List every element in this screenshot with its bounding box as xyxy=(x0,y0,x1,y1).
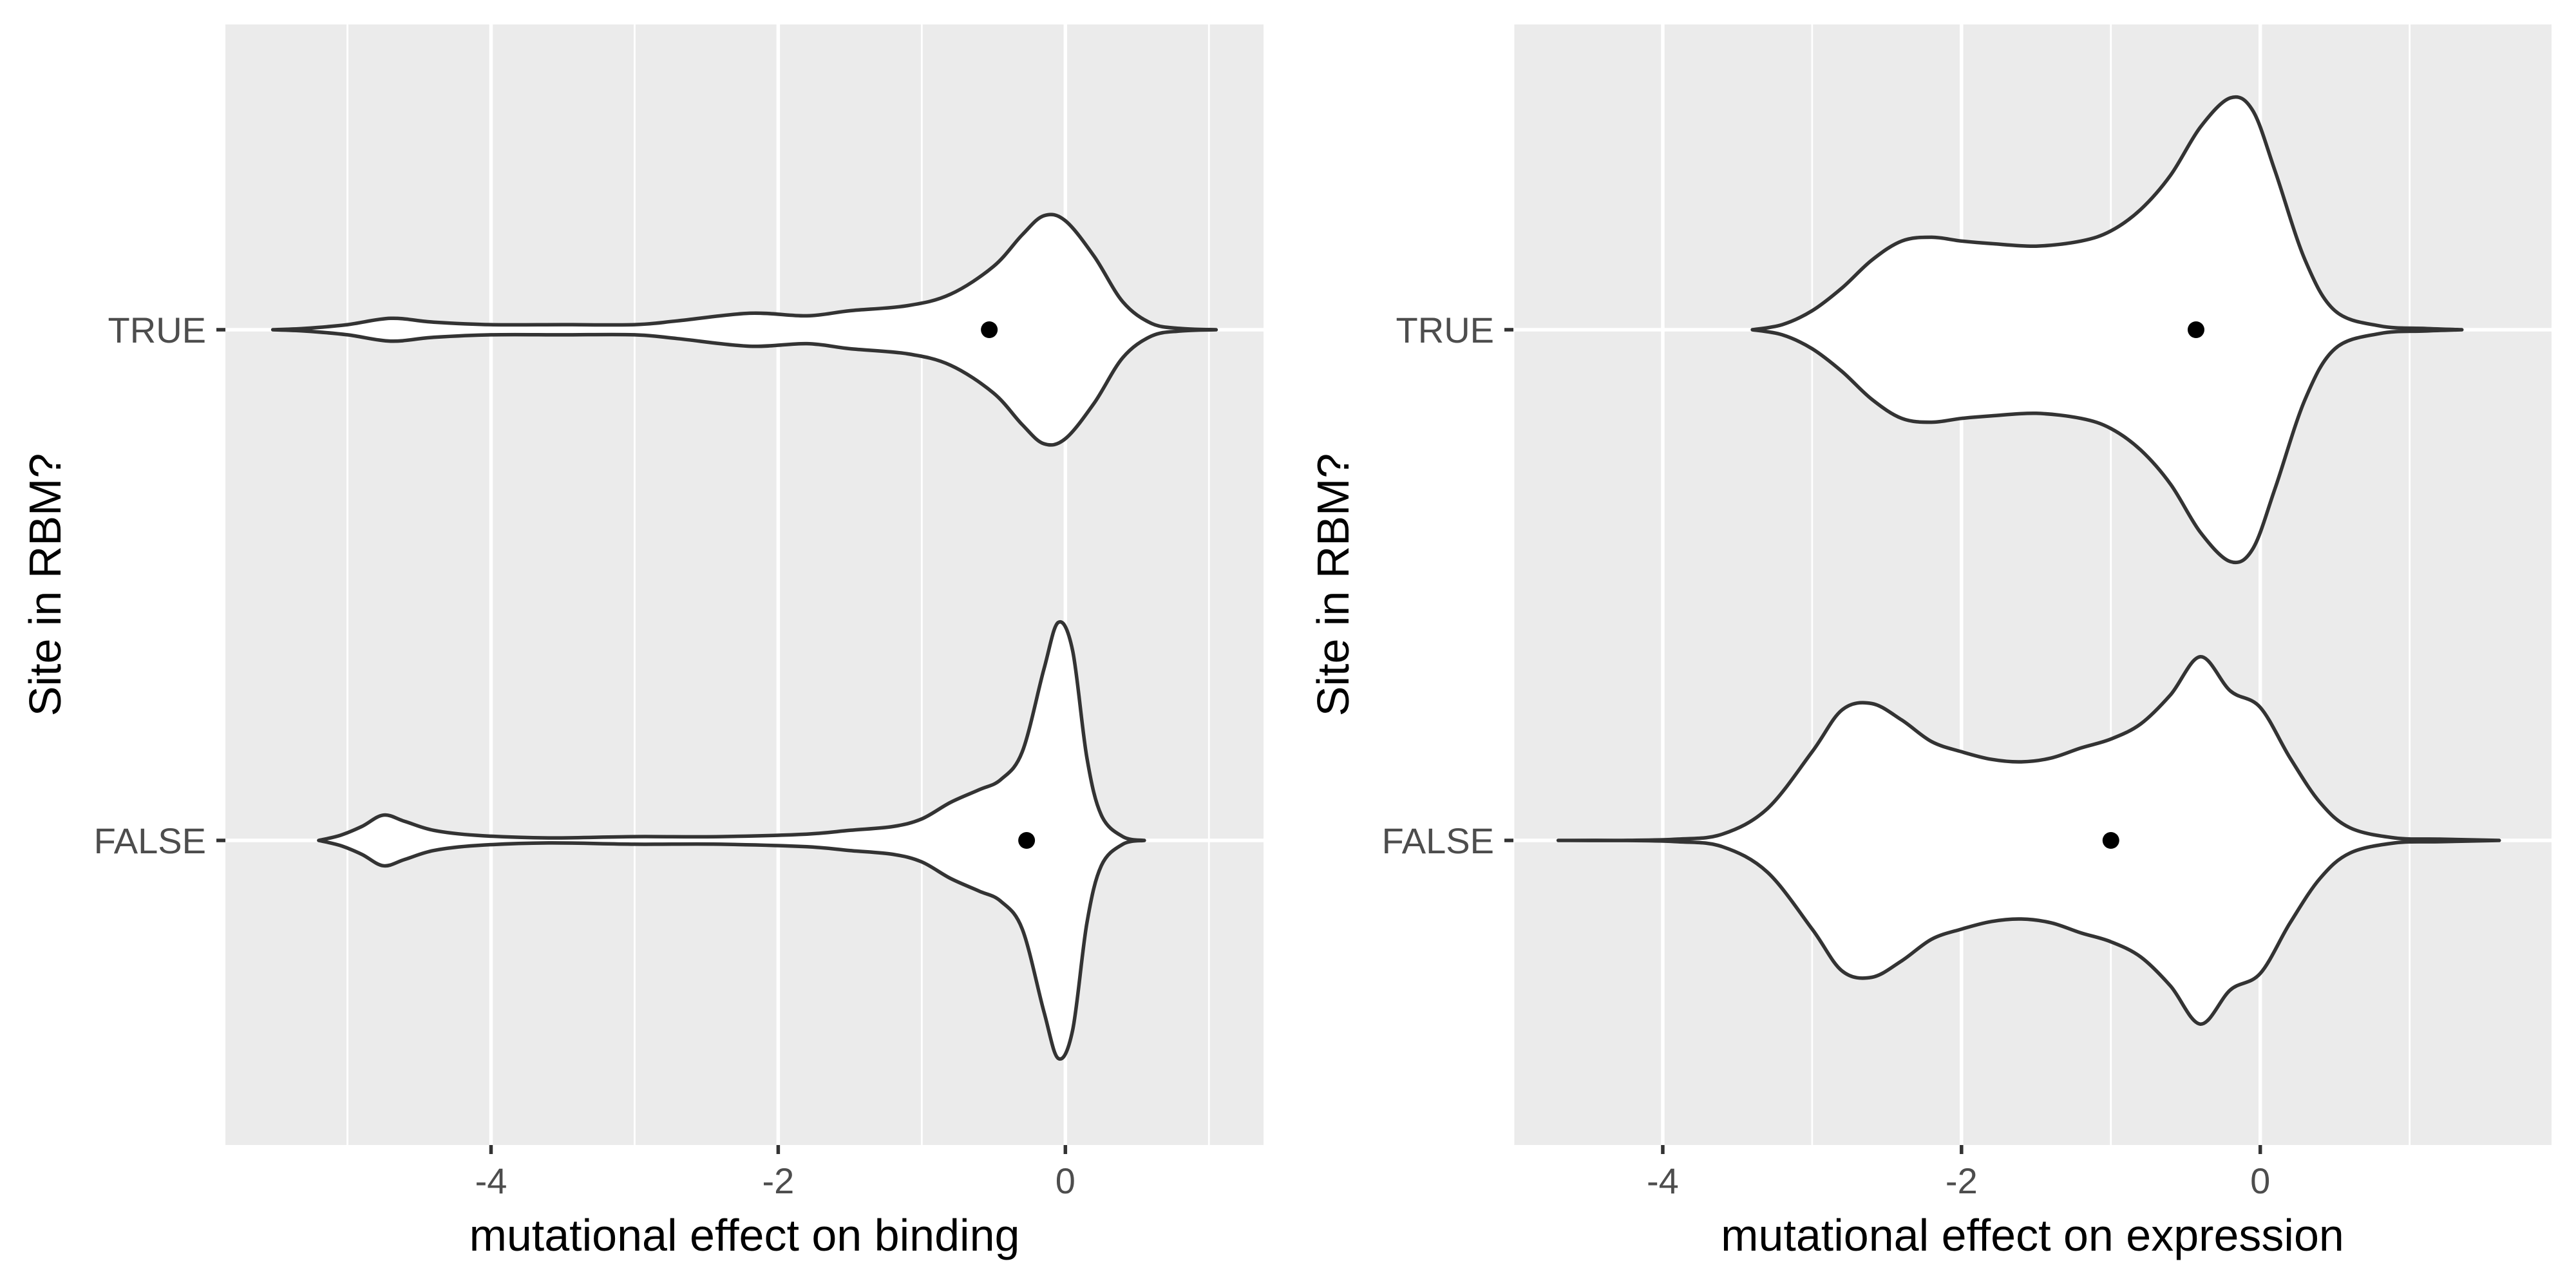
panel-1: -4 -2 0 TRUE FALSE mutational effect on bindi… xyxy=(20,24,1264,1260)
violin-true xyxy=(270,213,1218,447)
y-tick-label-false: FALSE xyxy=(94,820,206,861)
x-axis-title: mutational effect on binding xyxy=(469,1210,1020,1260)
y-tick-label-false: FALSE xyxy=(1382,820,1494,861)
mean-point-false xyxy=(2102,832,2119,849)
mean-point-true xyxy=(981,321,998,338)
y-tick-label-true: TRUE xyxy=(108,310,206,350)
x-tick-label: -4 xyxy=(1647,1160,1679,1201)
violin-true xyxy=(1750,95,2464,565)
y-axis-title: Site in RBM? xyxy=(20,453,70,716)
x-tick-label: 0 xyxy=(2250,1160,2270,1201)
panel-background xyxy=(1513,24,2552,1145)
violin-false xyxy=(1556,655,2501,1026)
mean-point-true xyxy=(2187,321,2204,338)
y-tick-label-true: TRUE xyxy=(1396,310,1494,350)
x-tick-label: 0 xyxy=(1056,1160,1075,1201)
y-axis-title: Site in RBM? xyxy=(1308,453,1358,716)
panel-background xyxy=(225,24,1264,1145)
violin-false xyxy=(317,620,1146,1061)
mean-point-false xyxy=(1018,832,1036,849)
x-tick-label: -4 xyxy=(475,1160,507,1201)
x-axis-title: mutational effect on expression xyxy=(1721,1210,2344,1260)
x-tick-label: -2 xyxy=(1946,1160,1978,1201)
x-tick-label: -2 xyxy=(762,1160,794,1201)
panel-2: -4 -2 0 TRUE FALSE mutational effect on expre… xyxy=(1308,24,2552,1260)
